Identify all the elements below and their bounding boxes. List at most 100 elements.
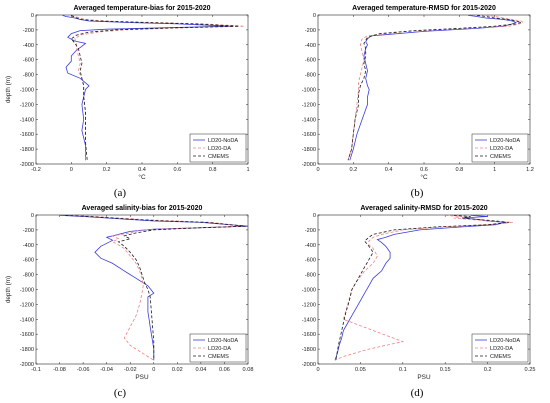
legend: LD20-NoDA LD20-DA CMEMS [471, 333, 529, 363]
y-tick-label: -1600 [20, 332, 34, 338]
legend-label: LD20-NoDA [208, 138, 238, 144]
chart-title: Averaged temperature-RMSD for 2015-2020 [352, 5, 496, 12]
y-tick-label: -800 [305, 73, 316, 79]
y-tick-label: -1400 [20, 317, 34, 323]
x-tick-label: -0.1 [31, 367, 41, 373]
x-tick-label: 0 [152, 367, 155, 373]
x-tick-label: 1 [246, 167, 249, 173]
x-tick-label: 0.1 [399, 367, 407, 373]
x-tick-label: 0.05 [355, 367, 366, 373]
legend: LD20-NoDA LD20-DA CMEMS [471, 133, 529, 163]
x-tick-label: 0.8 [209, 167, 217, 173]
series-line-ld20-noda [349, 15, 517, 161]
legend-label: LD20-NoDA [490, 138, 520, 144]
x-tick-label: 0.08 [243, 367, 254, 373]
y-tick-label: 0 [31, 13, 34, 19]
x-tick-label: 0.02 [172, 367, 183, 373]
y-tick-label: -600 [305, 58, 316, 64]
y-tick-label: -600 [23, 58, 34, 64]
y-tick-label: -1000 [20, 88, 34, 94]
x-tick-label: 0 [70, 167, 73, 173]
y-tick-label: -2000 [20, 162, 34, 168]
y-tick-label: -1600 [302, 332, 316, 338]
x-tick-label: 0.4 [138, 167, 146, 173]
y-tick-label: -1000 [20, 288, 34, 294]
y-tick-label: -2000 [302, 162, 316, 168]
x-tick-label: 0.2 [484, 367, 492, 373]
y-tick-label: -200 [305, 28, 316, 34]
chart-title: Averaged salinity-bias for 2015-2020 [82, 205, 203, 212]
y-tick-label: -800 [305, 273, 316, 279]
x-tick-label: -0.02 [124, 367, 137, 373]
x-tick-label: 0.2 [349, 167, 357, 173]
legend-label: LD20-DA [208, 146, 231, 152]
y-tick-label: -1400 [302, 117, 316, 123]
chart-title: Averaged salinity-RMSD for 2015-2020 [360, 205, 487, 212]
legend-label: LD20-NoDA [490, 338, 520, 344]
x-tick-label: 0.6 [420, 167, 428, 173]
y-tick-label: -200 [305, 228, 316, 234]
series-line-cmems [347, 15, 523, 161]
y-tick-label: -2000 [20, 362, 34, 368]
x-tick-label: 0 [316, 167, 319, 173]
series-line-ld20-da [71, 215, 243, 361]
y-tick-label: -1200 [302, 102, 316, 108]
x-axis-label: °C [138, 173, 146, 181]
y-tick-label: -1800 [302, 347, 316, 353]
y-tick-label: -1600 [302, 132, 316, 138]
y-tick-label: -1800 [20, 347, 34, 353]
x-tick-label: 1.2 [526, 167, 534, 173]
legend-label: LD20-DA [208, 346, 231, 352]
x-axis-label: PSU [417, 374, 431, 381]
series-line-ld20-noda [62, 15, 231, 161]
x-tick-label: 0.15 [440, 367, 451, 373]
legend-label: LD20-NoDA [208, 338, 238, 344]
y-tick-label: -1000 [302, 88, 316, 94]
chart-title: Averaged temperature-bias for 2015-2020 [73, 5, 210, 12]
series-line-cmems [335, 215, 509, 361]
legend-label: LD20-DA [490, 146, 513, 152]
x-axis-label: °C [420, 173, 428, 181]
y-tick-label: -400 [305, 243, 316, 249]
y-tick-label: -2000 [302, 362, 316, 368]
y-tick-label: -400 [23, 243, 34, 249]
y-tick-label: 0 [313, 13, 316, 19]
y-tick-label: 0 [31, 213, 34, 219]
legend-label: CMEMS [208, 354, 229, 360]
y-tick-label: -600 [23, 258, 34, 264]
x-tick-label: -0.06 [77, 367, 90, 373]
x-tick-label: 0.06 [219, 367, 230, 373]
chart-panel-1: Averaged temperature-bias for 2015-2020 -… [5, 5, 250, 199]
panel-caption: (b) [411, 187, 424, 199]
legend: LD20-NoDA LD20-DA CMEMS [189, 133, 247, 163]
y-tick-label: -800 [23, 273, 34, 279]
panel-caption: (d) [411, 387, 424, 399]
y-tick-label: -1200 [302, 302, 316, 308]
x-tick-label: -0.08 [53, 367, 66, 373]
y-tick-label: -1400 [20, 117, 34, 123]
x-axis-label: PSU [135, 374, 149, 381]
x-tick-label: 0.04 [195, 367, 206, 373]
x-tick-label: -0.2 [31, 167, 41, 173]
x-tick-label: 0 [316, 367, 319, 373]
y-tick-label: -600 [305, 258, 316, 264]
y-tick-label: -800 [23, 73, 34, 79]
y-tick-label: -200 [23, 28, 34, 34]
y-axis-label: depth (m) [5, 76, 12, 103]
legend-label: LD20-DA [490, 346, 513, 352]
y-tick-label: -1200 [20, 302, 34, 308]
panel-caption: (a) [114, 187, 127, 199]
y-tick-label: -1200 [20, 102, 34, 108]
y-tick-label: -1000 [302, 288, 316, 294]
y-tick-label: -200 [23, 228, 34, 234]
x-tick-label: 0.6 [173, 167, 181, 173]
y-tick-label: -1800 [20, 147, 34, 153]
x-tick-label: 1 [493, 167, 496, 173]
x-tick-label: 0.8 [455, 167, 463, 173]
x-tick-label: 0.2 [103, 167, 111, 173]
legend-label: CMEMS [490, 154, 511, 160]
y-axis-label: depth (m) [5, 276, 12, 303]
panel-caption: (c) [114, 387, 127, 399]
y-tick-label: -400 [23, 43, 34, 49]
